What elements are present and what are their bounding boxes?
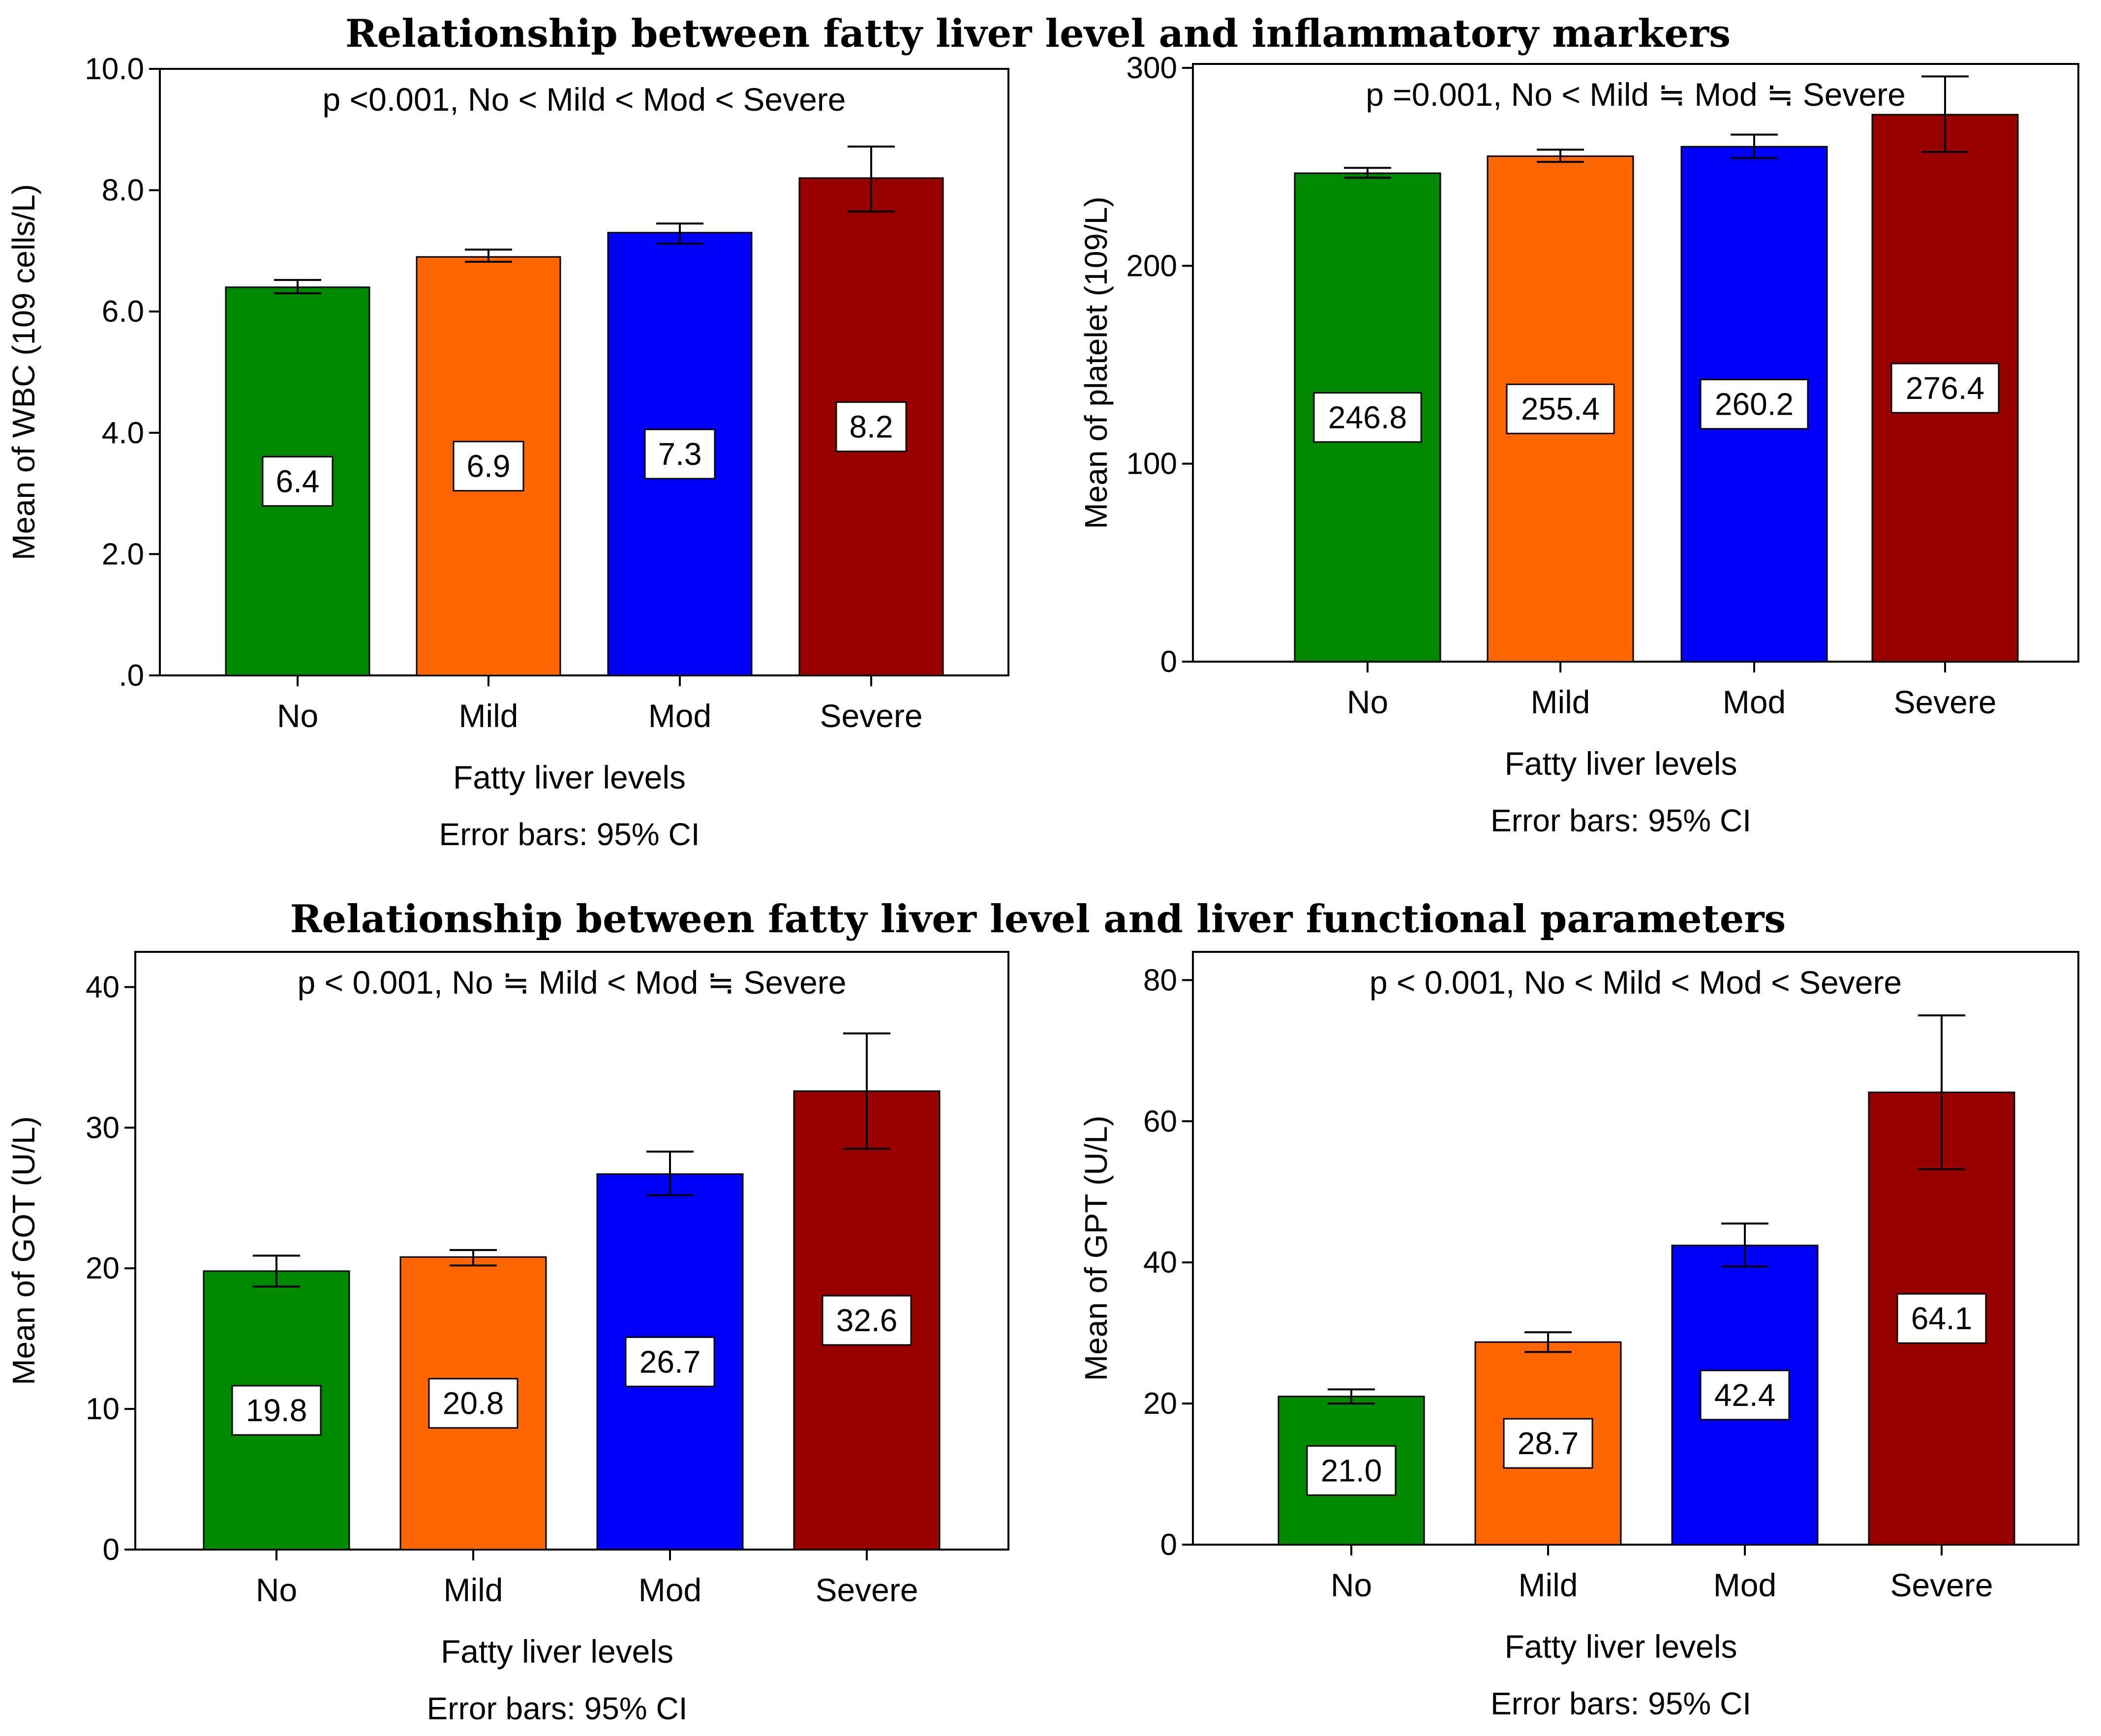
p-value-annotation: p < 0.001, No < Mild < Mod < Severe [1370, 964, 1902, 1001]
value-label-box [1890, 363, 2000, 414]
x-axis-label: Fatty liver levels [1504, 1628, 1737, 1665]
x-category-mod: Mod [1713, 1567, 1776, 1603]
error-bar-note: Error bars: 95% CI [427, 1691, 688, 1726]
y-tick-label: 0 [1160, 645, 1177, 679]
x-category-no: No [256, 1572, 297, 1608]
x-category-no: No [277, 698, 318, 734]
x-category-no: No [1347, 684, 1388, 720]
value-label-severe: 32.6 [836, 1303, 898, 1338]
value-label-no: 19.8 [246, 1393, 307, 1428]
plot-frame [134, 951, 1009, 1551]
value-label-box [428, 1378, 518, 1429]
x-axis-label: Fatty liver levels [441, 1633, 673, 1670]
y-tick-label: 300 [1127, 51, 1177, 85]
y-tick-label: 0 [103, 1533, 120, 1567]
y-tick-label: 200 [1127, 249, 1177, 283]
x-category-severe: Severe [815, 1572, 918, 1608]
value-label-box [1700, 379, 1809, 430]
charts-container: .0 2.0 4.0 6.0 8.0 10.0 6.4 No 6.9 Mild 7.3 Mod 8.2 S… [6, 51, 2079, 1726]
x-category-mod: Mod [639, 1572, 701, 1608]
y-tick-label: 2.0 [102, 537, 144, 571]
y-tick-label: 100 [1127, 447, 1177, 481]
value-label-box [625, 1336, 715, 1387]
y-tick-label: 80 [1143, 963, 1177, 997]
value-label-mild: 28.7 [1518, 1426, 1579, 1461]
y-tick-label: 40 [86, 970, 120, 1004]
p-value-annotation: p <0.001, No < Mild < Mod < Severe [323, 81, 846, 118]
y-tick-label: 30 [86, 1111, 120, 1145]
y-tick-label: 40 [1143, 1246, 1177, 1279]
value-label-severe: 8.2 [850, 409, 893, 444]
value-label-mod: 42.4 [1714, 1377, 1776, 1413]
value-label-no: 21.0 [1321, 1453, 1382, 1488]
y-tick-label: 10.0 [85, 52, 144, 86]
chart-3: 0 10 20 30 40 19.8 No 20.8 Mild 26.7 Mod 32.6 Severe… [6, 951, 1009, 1726]
y-axis-label: Mean of platelet (109/L) [1078, 197, 1114, 529]
value-label-box [262, 456, 334, 507]
y-axis-label: Mean of WBC (109 cells/L) [6, 184, 41, 560]
value-label-box [453, 441, 524, 492]
value-label-mod: 26.7 [639, 1344, 701, 1379]
value-label-no: 6.4 [276, 463, 320, 499]
chart-2: 0 100 200 300 246.8 No 255.4 Mild 260.2 Mod 276.4 S… [1078, 51, 2079, 838]
y-tick-label: .0 [119, 659, 144, 693]
y-tick-label: 60 [1143, 1104, 1177, 1138]
x-category-mild: Mild [1518, 1567, 1578, 1603]
p-value-annotation: p =0.001, No < Mild ≒ Mod ≒ Severe [1366, 76, 1906, 113]
x-category-mild: Mild [458, 698, 518, 734]
plot-frame [1192, 951, 2079, 1546]
x-category-mod: Mod [1723, 684, 1786, 720]
x-axis-label: Fatty liver levels [1504, 745, 1737, 782]
value-label-box [1896, 1293, 1987, 1344]
y-tick-label: 10 [86, 1392, 120, 1426]
p-value-annotation: p < 0.001, No ≒ Mild < Mod ≒ Severe [298, 964, 847, 1001]
plot-frame [159, 68, 1009, 676]
value-label-box [1306, 1445, 1397, 1496]
x-category-no: No [1331, 1567, 1372, 1603]
value-label-box [1700, 1370, 1790, 1421]
error-bar-note: Error bars: 95% CI [1491, 1686, 1751, 1721]
value-label-mild: 20.8 [443, 1386, 504, 1421]
chart-4: 0 20 40 60 80 21.0 No 28.7 Mild 42.4 Mod 64.1 Severe… [1078, 951, 2079, 1721]
y-tick-label: 4.0 [102, 416, 144, 450]
x-category-mild: Mild [1530, 684, 1590, 720]
error-bar-note: Error bars: 95% CI [1491, 803, 1751, 838]
y-tick-label: 0 [1160, 1528, 1177, 1562]
y-axis-label: Mean of GPT (U/L) [1078, 1116, 1114, 1381]
value-label-box [1313, 392, 1422, 443]
value-label-mild: 6.9 [467, 449, 511, 484]
y-tick-label: 6.0 [102, 295, 144, 329]
value-label-box [835, 401, 907, 452]
x-category-severe: Severe [820, 698, 922, 734]
value-label-severe: 64.1 [1911, 1301, 1973, 1336]
value-label-box [1506, 383, 1615, 434]
y-tick-label: 20 [86, 1251, 120, 1285]
value-label-box [644, 428, 716, 480]
value-label-severe: 276.4 [1906, 370, 1984, 406]
plot-frame [1192, 63, 2079, 663]
x-category-severe: Severe [1890, 1567, 1993, 1603]
value-label-mod: 260.2 [1715, 387, 1794, 422]
y-tick-label: 8.0 [102, 174, 144, 208]
x-axis-label: Fatty liver levels [453, 759, 686, 795]
x-category-mod: Mod [648, 698, 711, 734]
value-label-box [822, 1295, 912, 1346]
section-title-inflammatory: Relationship between fatty liver level a… [345, 11, 1731, 56]
section-title-liver-function: Relationship between fatty liver level a… [290, 897, 1786, 942]
x-category-severe: Severe [1893, 684, 1996, 720]
x-category-mild: Mild [443, 1572, 503, 1608]
value-label-box [1503, 1418, 1593, 1469]
value-label-mild: 255.4 [1521, 391, 1600, 426]
chart-1: .0 2.0 4.0 6.0 8.0 10.0 6.4 No 6.9 Mild 7.3 Mod 8.2 S… [6, 52, 1009, 852]
value-label-mod: 7.3 [658, 436, 702, 472]
value-label-box [231, 1385, 322, 1436]
error-bar-note: Error bars: 95% CI [439, 817, 700, 852]
y-tick-label: 20 [1143, 1387, 1177, 1421]
value-label-no: 246.8 [1328, 400, 1407, 435]
y-axis-label: Mean of GOT (U/L) [6, 1116, 41, 1385]
